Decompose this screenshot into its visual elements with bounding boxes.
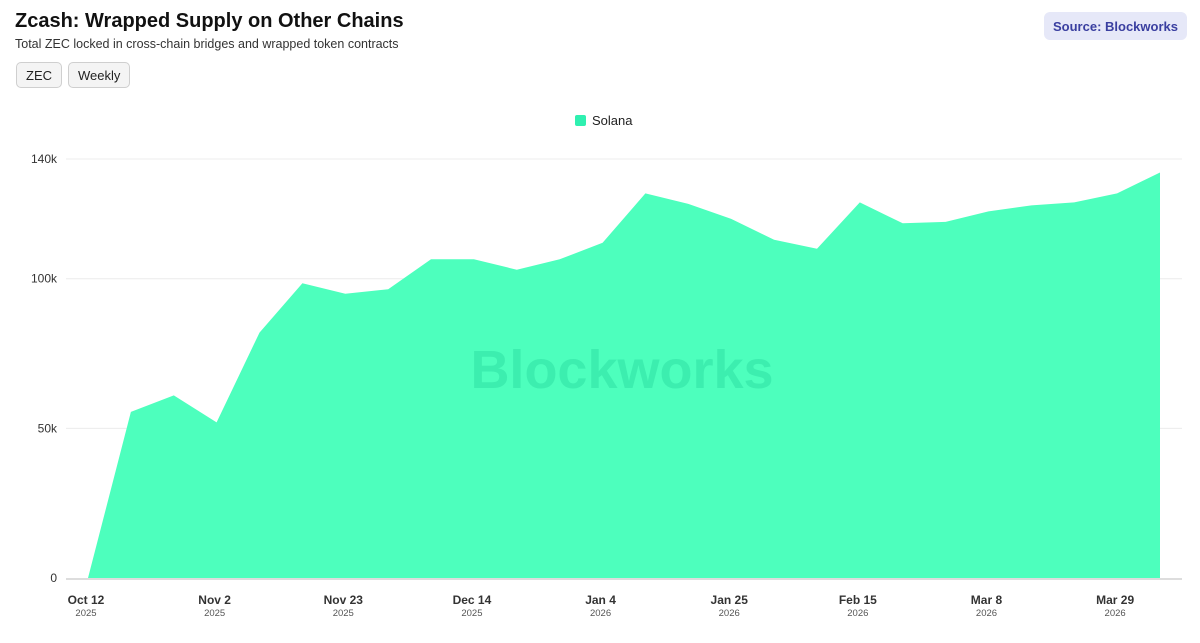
interval-chip[interactable]: Weekly (68, 62, 131, 88)
filter-chips: ZEC Weekly (16, 62, 131, 88)
asset-chip[interactable]: ZEC (16, 62, 62, 88)
x-tick-year: 2025 (461, 608, 482, 619)
x-tick-year: 2026 (1105, 608, 1126, 619)
x-tick-year: 2026 (719, 608, 740, 619)
area-fill-solana (88, 172, 1160, 578)
x-tick-label: Mar 8 (971, 593, 1003, 607)
x-tick-label: Nov 2 (198, 593, 231, 607)
y-tick-label-50k: 50k (38, 421, 58, 435)
y-tick-label-0: 0 (50, 571, 57, 585)
x-tick-label: Jan 25 (711, 593, 749, 607)
watermark-text: Blockworks (470, 340, 773, 400)
y-tick-label-100k: 100k (31, 272, 58, 286)
source-badge[interactable]: Source: Blockworks (1044, 12, 1187, 40)
y-axis-ticks: 0 50k 100k 140k (31, 152, 58, 585)
y-tick-label-140k: 140k (31, 152, 58, 166)
x-tick-year: 2025 (204, 608, 225, 619)
x-tick-year: 2026 (590, 608, 611, 619)
x-tick-label: Nov 23 (324, 593, 364, 607)
legend-swatch-solana (575, 115, 586, 126)
x-tick-label: Feb 15 (839, 593, 877, 607)
x-tick-label: Mar 29 (1096, 593, 1134, 607)
x-tick-year: 2026 (976, 608, 997, 619)
x-tick-year: 2025 (75, 608, 96, 619)
chart-subtitle: Total ZEC locked in cross-chain bridges … (15, 37, 399, 51)
x-tick-label: Jan 4 (585, 593, 616, 607)
chart-title: Zcash: Wrapped Supply on Other Chains (15, 10, 404, 32)
x-tick-label: Oct 12 (68, 593, 105, 607)
x-tick-label: Dec 14 (453, 593, 492, 607)
legend-label-solana: Solana (592, 113, 633, 128)
x-tick-year: 2025 (333, 608, 354, 619)
x-tick-year: 2026 (847, 608, 868, 619)
series-area-solana (88, 172, 1160, 578)
legend: Solana (575, 113, 632, 128)
